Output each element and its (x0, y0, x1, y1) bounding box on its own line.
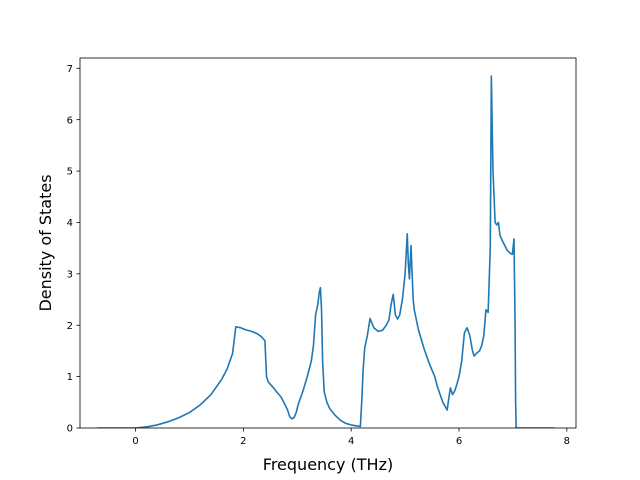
x-axis-label: Frequency (THz) (263, 455, 393, 474)
y-tick-label: 7 (67, 64, 73, 75)
x-tick-label: 4 (348, 436, 354, 447)
y-axis-label: Density of States (36, 174, 55, 311)
y-tick-label: 0 (67, 424, 73, 435)
y-axis-ticks: 0 1 2 3 4 5 6 7 (67, 64, 80, 435)
plot-layer (96, 75, 555, 428)
axes-frame (79, 57, 577, 429)
y-tick-label: 6 (67, 115, 73, 126)
x-tick-label: 2 (240, 436, 246, 447)
x-tick-label: 6 (456, 436, 462, 447)
dos-series-line (96, 75, 555, 428)
x-tick-label: 8 (564, 436, 570, 447)
y-tick-label: 2 (67, 321, 73, 332)
y-tick-label: 1 (67, 372, 73, 383)
y-tick-label: 3 (67, 269, 73, 280)
y-tick-label: 4 (67, 218, 73, 229)
x-axis-ticks: 0 2 4 6 8 (132, 428, 570, 447)
x-tick-label: 0 (132, 436, 138, 447)
y-tick-label: 5 (67, 167, 73, 178)
